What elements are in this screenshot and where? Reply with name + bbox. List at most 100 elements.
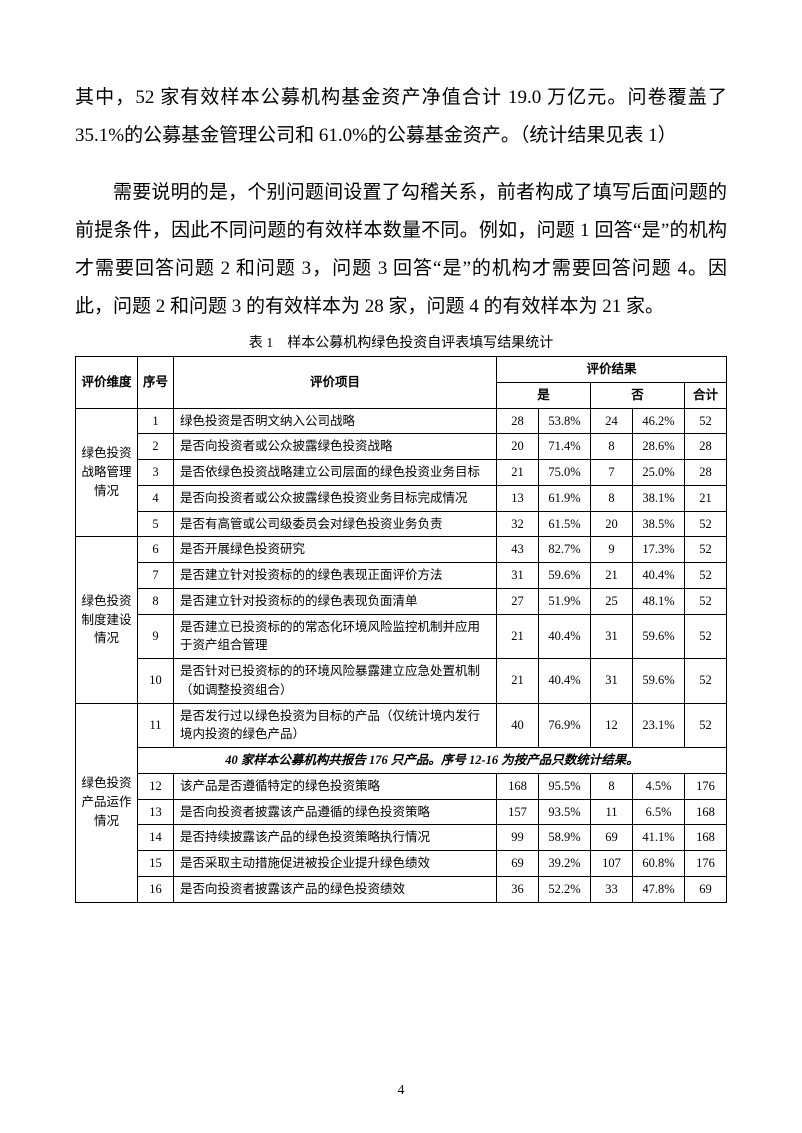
th-result: 评价结果	[497, 357, 727, 383]
cell-seq: 16	[138, 876, 174, 902]
cell-no-n: 8	[591, 485, 633, 511]
cell-total: 28	[685, 460, 727, 486]
cell-yes-n: 43	[497, 537, 539, 563]
results-table: 评价维度 序号 评价项目 评价结果 是 否 合计 绿色投资战略管理情况 1 绿色…	[75, 356, 727, 903]
cell-yes-p: 61.9%	[539, 485, 591, 511]
cell-item: 是否依绿色投资战略建立公司层面的绿色投资业务目标	[174, 460, 497, 486]
cell-total: 168	[685, 799, 727, 825]
cell-seq: 15	[138, 851, 174, 877]
cell-seq: 1	[138, 408, 174, 434]
table-row: 绿色投资战略管理情况 1 绿色投资是否明文纳入公司战略 28 53.8% 24 …	[76, 408, 727, 434]
cell-seq: 8	[138, 588, 174, 614]
cell-no-n: 33	[591, 876, 633, 902]
cell-item: 是否向投资者或公众披露绿色投资战略	[174, 434, 497, 460]
cell-total: 28	[685, 434, 727, 460]
table-row: 14 是否持续披露该产品的绿色投资策略执行情况 99 58.9% 69 41.1…	[76, 825, 727, 851]
th-no: 否	[591, 382, 685, 408]
cell-yes-p: 52.2%	[539, 876, 591, 902]
table-row: 40 家样本公募机构共报告 176 只产品。序号 12-16 为按产品只数统计结…	[76, 748, 727, 774]
cell-no-n: 25	[591, 588, 633, 614]
cell-total: 52	[685, 408, 727, 434]
table-head: 评价维度 序号 评价项目 评价结果 是 否 合计	[76, 357, 727, 409]
cell-no-p: 59.6%	[633, 659, 685, 704]
cell-yes-p: 58.9%	[539, 825, 591, 851]
cell-total: 21	[685, 485, 727, 511]
cell-total: 176	[685, 851, 727, 877]
cell-yes-p: 40.4%	[539, 614, 591, 659]
table-row: 15 是否采取主动措施促进被投企业提升绿色绩效 69 39.2% 107 60.…	[76, 851, 727, 877]
cell-no-n: 69	[591, 825, 633, 851]
cell-yes-n: 13	[497, 485, 539, 511]
cell-item: 是否发行过以绿色投资为目标的产品（仅统计境内发行境内投资的绿色产品）	[174, 703, 497, 748]
cell-total: 52	[685, 537, 727, 563]
cell-seq: 11	[138, 703, 174, 748]
cell-yes-n: 21	[497, 460, 539, 486]
cell-no-n: 31	[591, 614, 633, 659]
cell-no-p: 40.4%	[633, 563, 685, 589]
cell-no-p: 38.1%	[633, 485, 685, 511]
cell-no-n: 8	[591, 773, 633, 799]
cell-no-p: 25.0%	[633, 460, 685, 486]
cell-no-p: 60.8%	[633, 851, 685, 877]
cell-no-n: 8	[591, 434, 633, 460]
paragraph-1: 其中，52 家有效样本公募机构基金资产净值合计 19.0 万亿元。问卷覆盖了 3…	[75, 79, 727, 155]
cell-item: 是否持续披露该产品的绿色投资策略执行情况	[174, 825, 497, 851]
cell-total: 52	[685, 563, 727, 589]
table-row: 4 是否向投资者或公众披露绿色投资业务目标完成情况 13 61.9% 8 38.…	[76, 485, 727, 511]
cell-yes-n: 27	[497, 588, 539, 614]
cell-yes-p: 95.5%	[539, 773, 591, 799]
cell-yes-n: 28	[497, 408, 539, 434]
cell-seq: 14	[138, 825, 174, 851]
cell-no-p: 17.3%	[633, 537, 685, 563]
cell-seq: 12	[138, 773, 174, 799]
cell-total: 52	[685, 703, 727, 748]
cell-total: 52	[685, 659, 727, 704]
table-row: 7 是否建立针对投资标的的绿色表现正面评价方法 31 59.6% 21 40.4…	[76, 563, 727, 589]
cell-note: 40 家样本公募机构共报告 176 只产品。序号 12-16 为按产品只数统计结…	[138, 748, 727, 774]
cell-no-n: 11	[591, 799, 633, 825]
cell-dim: 绿色投资战略管理情况	[76, 408, 138, 537]
cell-yes-p: 93.5%	[539, 799, 591, 825]
cell-item: 绿色投资是否明文纳入公司战略	[174, 408, 497, 434]
table-row: 9 是否建立已投资标的的常态化环境风险监控机制并应用于资产组合管理 21 40.…	[76, 614, 727, 659]
cell-yes-p: 76.9%	[539, 703, 591, 748]
cell-yes-n: 21	[497, 659, 539, 704]
cell-dim: 绿色投资制度建设情况	[76, 537, 138, 703]
cell-total: 52	[685, 588, 727, 614]
cell-no-p: 47.8%	[633, 876, 685, 902]
cell-item: 是否有高管或公司级委员会对绿色投资业务负责	[174, 511, 497, 537]
th-total: 合计	[685, 382, 727, 408]
cell-total: 69	[685, 876, 727, 902]
cell-yes-p: 51.9%	[539, 588, 591, 614]
cell-seq: 3	[138, 460, 174, 486]
cell-seq: 9	[138, 614, 174, 659]
cell-yes-n: 99	[497, 825, 539, 851]
cell-yes-n: 157	[497, 799, 539, 825]
cell-no-p: 41.1%	[633, 825, 685, 851]
cell-yes-p: 53.8%	[539, 408, 591, 434]
cell-item: 是否建立已投资标的的常态化环境风险监控机制并应用于资产组合管理	[174, 614, 497, 659]
cell-dim: 绿色投资产品运作情况	[76, 703, 138, 902]
table-row: 8 是否建立针对投资标的的绿色表现负面清单 27 51.9% 25 48.1% …	[76, 588, 727, 614]
cell-total: 168	[685, 825, 727, 851]
cell-yes-p: 82.7%	[539, 537, 591, 563]
cell-no-n: 7	[591, 460, 633, 486]
cell-yes-p: 59.6%	[539, 563, 591, 589]
cell-yes-n: 40	[497, 703, 539, 748]
table-row: 3 是否依绿色投资战略建立公司层面的绿色投资业务目标 21 75.0% 7 25…	[76, 460, 727, 486]
th-yes: 是	[497, 382, 591, 408]
cell-yes-p: 40.4%	[539, 659, 591, 704]
cell-total: 176	[685, 773, 727, 799]
cell-yes-n: 31	[497, 563, 539, 589]
cell-seq: 2	[138, 434, 174, 460]
cell-item: 是否采取主动措施促进被投企业提升绿色绩效	[174, 851, 497, 877]
cell-no-n: 31	[591, 659, 633, 704]
cell-yes-n: 20	[497, 434, 539, 460]
cell-no-p: 6.5%	[633, 799, 685, 825]
cell-no-p: 46.2%	[633, 408, 685, 434]
cell-item: 是否向投资者披露该产品遵循的绿色投资策略	[174, 799, 497, 825]
cell-item: 该产品是否遵循特定的绿色投资策略	[174, 773, 497, 799]
cell-yes-p: 61.5%	[539, 511, 591, 537]
cell-seq: 6	[138, 537, 174, 563]
cell-total: 52	[685, 614, 727, 659]
